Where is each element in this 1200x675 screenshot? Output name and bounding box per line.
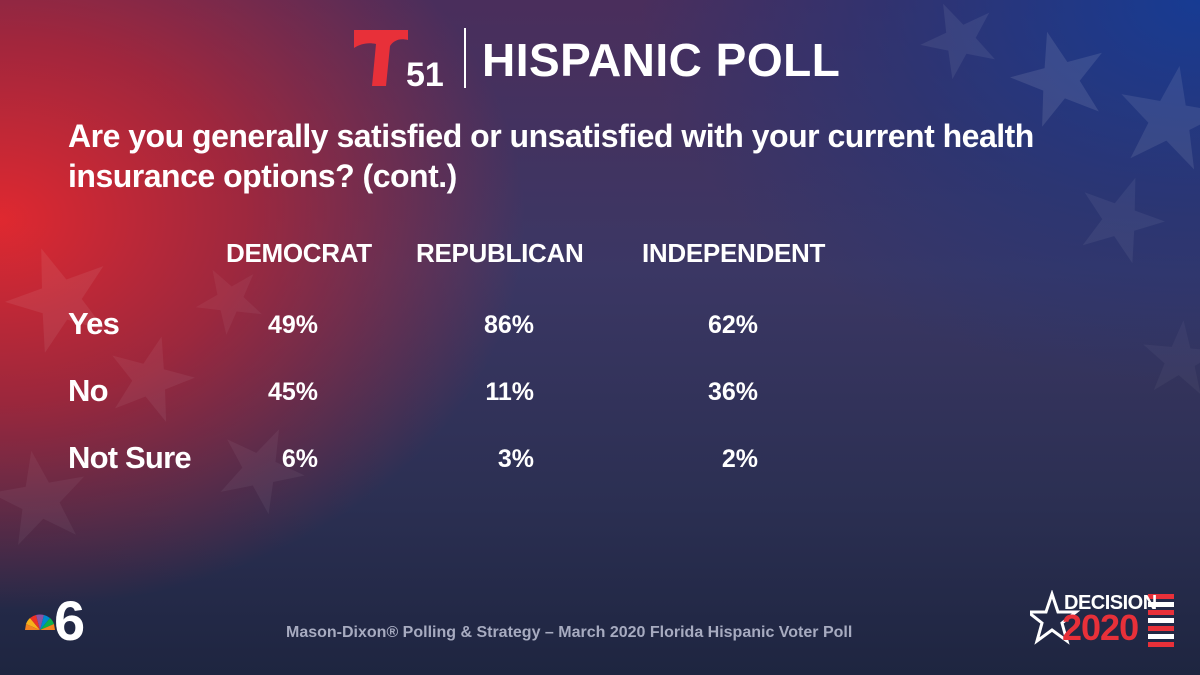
table-cell: 3% <box>497 445 534 473</box>
header-divider <box>464 28 466 88</box>
table-cell: 6% <box>281 445 318 473</box>
table-cell: 36% <box>707 378 758 406</box>
column-header-republican: REPUBLICAN <box>416 238 584 268</box>
nbc-6-logo: 6 <box>25 590 85 646</box>
table-cell: 2% <box>721 445 758 473</box>
nbc-6-number: 6 <box>54 590 85 646</box>
footer-source: Mason-Dixon® Polling & Strategy – March … <box>286 624 853 641</box>
header-title: HISPANIC POLL <box>482 34 841 86</box>
row-label-yes: Yes <box>68 306 120 341</box>
table-cell: 45% <box>267 378 318 406</box>
decision-2020-logo <box>1030 590 1174 647</box>
telemundo-51-logo: 51 <box>354 30 444 90</box>
poll-question: Are you generally satisfied or unsatisfi… <box>68 118 1034 194</box>
decision-badge-year: 2020 <box>1062 607 1139 648</box>
table-cell: 49% <box>267 311 318 339</box>
table-cell: 86% <box>483 311 534 339</box>
row-label-not-sure: Not Sure <box>68 440 192 475</box>
logo-number: 51 <box>406 56 444 90</box>
table-cell: 62% <box>707 311 758 339</box>
decision-badge-word: DECISION <box>1064 592 1157 614</box>
column-header-independent: INDEPENDENT <box>642 238 826 268</box>
column-header-democrat: DEMOCRAT <box>226 238 372 268</box>
table-cell: 11% <box>485 378 534 406</box>
row-label-no: No <box>68 373 109 408</box>
